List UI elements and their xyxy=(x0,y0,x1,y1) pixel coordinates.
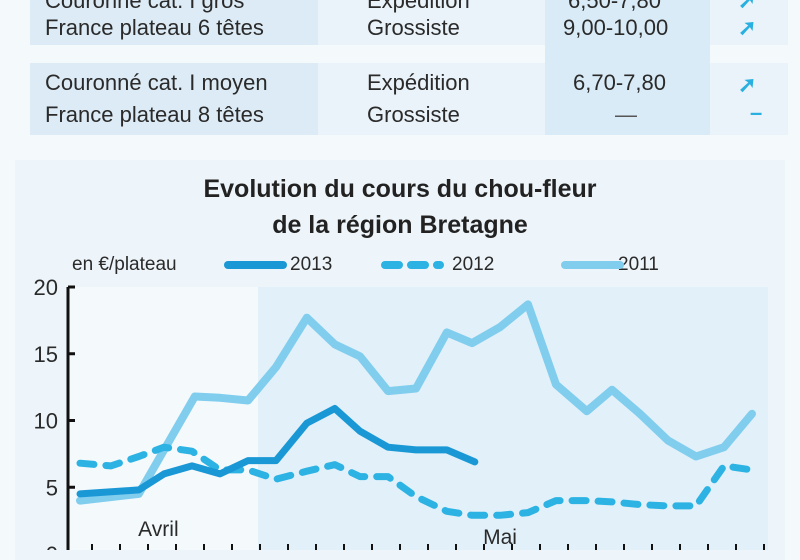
legend-label-2012: 2012 xyxy=(452,254,495,275)
month-label: Mai xyxy=(483,526,517,549)
trend-up-icon: ➚ xyxy=(738,15,757,40)
product: France plateau 6 têtes xyxy=(45,15,264,40)
y-tick-label: 20 xyxy=(34,275,58,300)
product: Couronné cat. I gros xyxy=(45,0,245,13)
y-tick-label: 0 xyxy=(46,542,58,550)
trend-stable-icon: – xyxy=(750,100,763,125)
stage: Grossiste xyxy=(367,102,460,127)
price: 6,50-7,80 xyxy=(568,0,661,13)
y-tick-label: 10 xyxy=(34,409,58,434)
table-row-bg xyxy=(30,0,318,45)
plot-bg-april xyxy=(68,287,258,550)
y-tick-label: 5 xyxy=(46,475,58,500)
product: France plateau 8 têtes xyxy=(45,102,264,127)
series-line-2012 xyxy=(76,443,756,519)
y-tick-label: 15 xyxy=(34,342,58,367)
product: Couronné cat. I moyen xyxy=(45,70,268,95)
price: 9,00-10,00 xyxy=(563,15,669,40)
trend-up-icon: ➚ xyxy=(738,0,757,13)
price: 6,70-7,80 xyxy=(573,70,666,95)
month-label: Avril xyxy=(138,518,178,541)
stage: Grossiste xyxy=(367,15,460,40)
stage: Expédition xyxy=(367,0,470,13)
stage: Expédition xyxy=(367,70,470,95)
legend-label-2011: 2011 xyxy=(618,254,659,275)
trend-up-icon: ➚ xyxy=(738,72,757,97)
series-line-2011 xyxy=(76,300,756,505)
chart-subtitle: de la région Bretagne xyxy=(272,211,528,239)
price-column-bg xyxy=(545,0,710,135)
chart-title: Evolution du cours du chou-fleur xyxy=(203,175,597,203)
table-row-bg xyxy=(30,63,318,135)
series-line-2013 xyxy=(76,405,479,498)
y-axis-unit-label: en €/plateau xyxy=(72,254,177,275)
price: — xyxy=(615,102,637,127)
plot-bg-may xyxy=(258,287,768,550)
legend-label-2013: 2013 xyxy=(290,254,333,275)
